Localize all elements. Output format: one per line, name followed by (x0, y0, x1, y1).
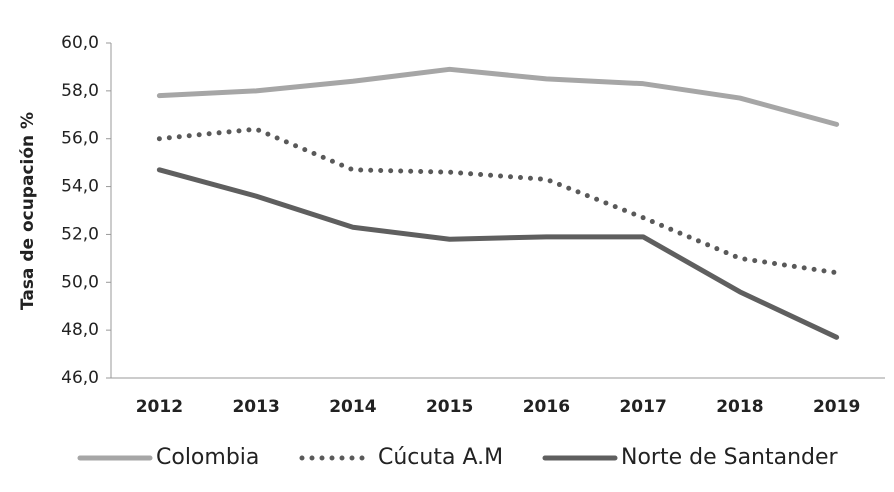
y-tick-label: 52,0 (61, 224, 99, 244)
series-line (156, 167, 840, 340)
x-tick-label: 2012 (136, 397, 183, 417)
series-line (156, 66, 840, 127)
x-tick-label: 2013 (232, 397, 279, 417)
x-tick-label: 2016 (523, 397, 570, 417)
x-tick-label: 2015 (426, 397, 473, 417)
x-tick-label: 2018 (716, 397, 763, 417)
y-tick-label: 50,0 (61, 272, 99, 292)
x-tick-label: 2014 (329, 397, 376, 417)
x-tick-label: 2019 (813, 397, 860, 417)
legend-label: Colombia (156, 445, 259, 470)
legend-label: Cúcuta A.M (378, 445, 503, 470)
legend-label: Norte de Santander (621, 445, 839, 470)
x-tick-label: 2017 (619, 397, 666, 417)
y-tick-label: 56,0 (61, 129, 99, 149)
y-tick-label: 60,0 (61, 33, 99, 53)
y-tick-label: 46,0 (61, 368, 99, 388)
y-tick-label: 54,0 (61, 177, 99, 197)
y-tick-label: 48,0 (61, 320, 99, 340)
y-axis-label: Tasa de ocupación % (18, 112, 38, 310)
y-tick-label: 58,0 (61, 81, 99, 101)
series-line (156, 126, 840, 276)
